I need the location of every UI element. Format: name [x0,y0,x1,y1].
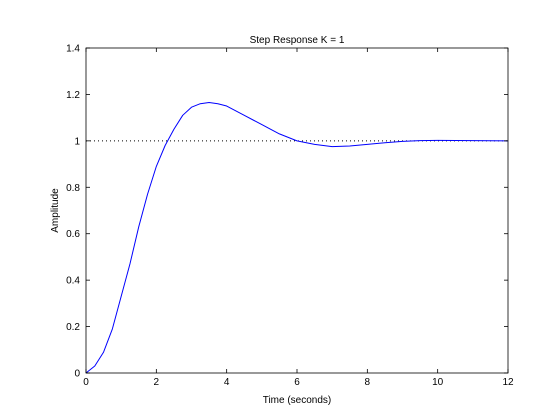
y-tick-label: 0.4 [66,276,80,287]
x-tick-label: 4 [224,377,230,388]
x-tick-label: 10 [432,377,444,388]
series-line-0 [85,102,509,374]
x-tick-label: 0 [83,377,89,388]
x-tick-label: 6 [294,377,300,388]
y-tick-label: 0.8 [66,183,80,194]
series-group [85,102,509,374]
chart-title: Step Response K = 1 [250,35,345,46]
x-axis-label: Time (seconds) [263,395,332,406]
y-tick-label: 0.6 [66,229,80,240]
plot-area [86,48,508,373]
y-axis-ticks: 0 0.2 0.4 0.6 0.8 1 1.2 1.4 [66,44,508,380]
x-tick-label: 2 [154,377,160,388]
y-tick-label: 1 [74,136,80,147]
y-tick-label: 1.2 [66,90,80,101]
x-axis-ticks: 0 2 4 6 8 10 12 [83,48,514,388]
y-axis-label: Amplitude [50,188,61,233]
y-tick-label: 1.4 [66,44,80,55]
x-tick-label: 8 [365,377,371,388]
y-tick-label: 0 [74,369,80,380]
x-tick-label: 12 [502,377,514,388]
y-tick-label: 0.2 [66,322,80,333]
